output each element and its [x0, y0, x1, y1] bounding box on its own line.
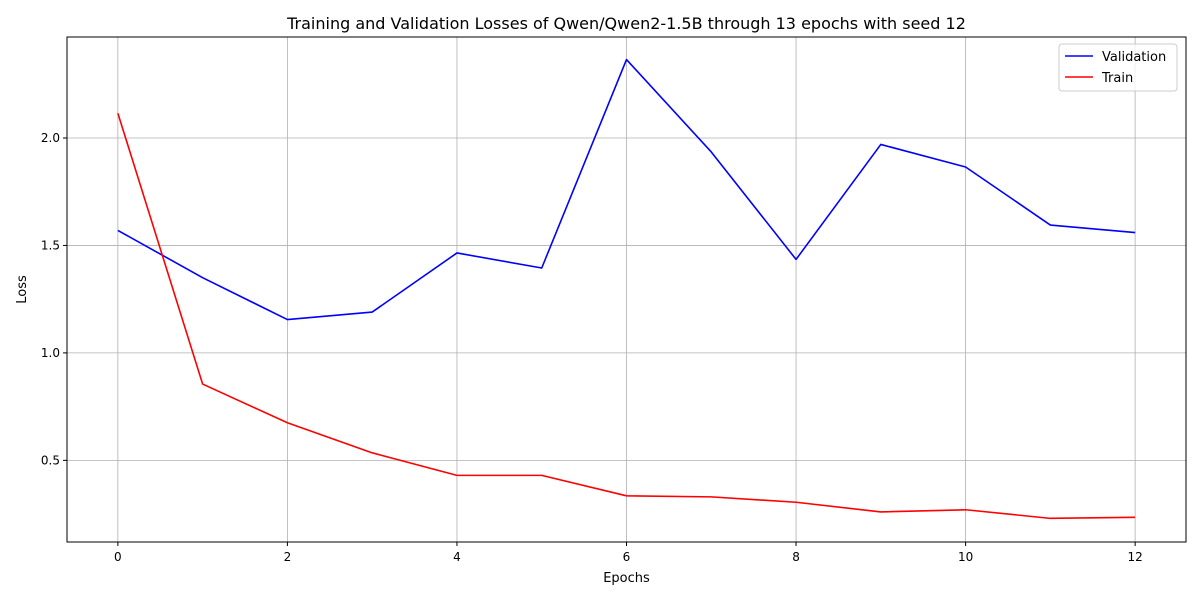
- y-tick-label: 1.0: [41, 346, 60, 360]
- x-axis-label: Epochs: [603, 571, 650, 586]
- y-tick-label: 1.5: [41, 238, 60, 252]
- axis-ticks: 0 2 4 6 8 10 12 0.5 1.0 1.5 2.0: [41, 131, 1143, 564]
- validation-loss-line: [117, 58, 1136, 321]
- legend-label-train: Train: [1101, 71, 1133, 86]
- y-axis-label: Loss: [15, 275, 30, 304]
- legend-label-validation: Validation: [1102, 50, 1166, 65]
- legend: Validation Train: [1058, 43, 1178, 92]
- x-tick-label: 8: [792, 550, 800, 564]
- x-tick-label: 2: [284, 550, 292, 564]
- series-lines: [117, 58, 1136, 520]
- x-tick-label: 0: [114, 550, 122, 564]
- y-tick-label: 0.5: [41, 453, 60, 467]
- x-tick-label: 6: [623, 550, 631, 564]
- x-tick-label: 10: [958, 550, 973, 564]
- chart-title: Training and Validation Losses of Qwen/Q…: [286, 14, 966, 33]
- x-tick-label: 4: [453, 550, 461, 564]
- x-tick-label: 12: [1127, 550, 1142, 564]
- grid-lines: [67, 37, 1186, 542]
- y-tick-label: 2.0: [41, 131, 60, 145]
- train-loss-line: [117, 113, 1136, 520]
